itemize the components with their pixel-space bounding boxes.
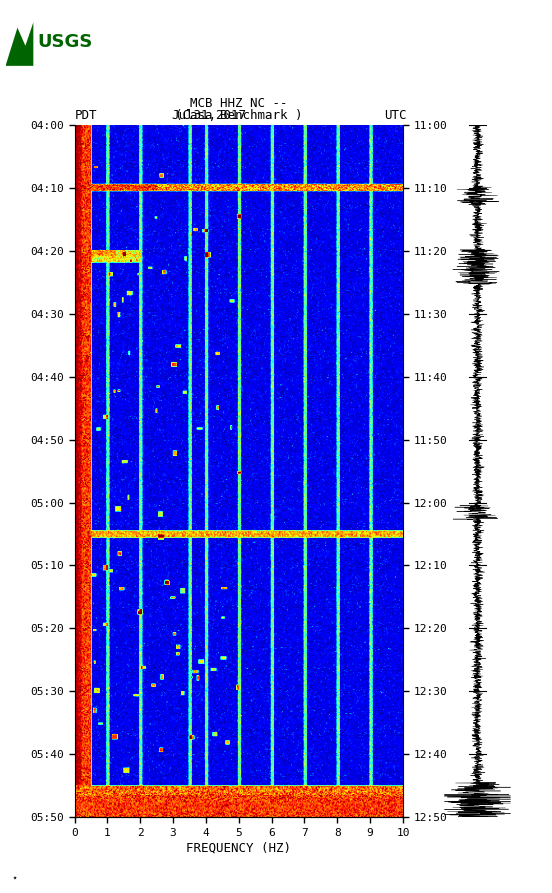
Text: $\star$: $\star$ — [11, 872, 18, 882]
Text: Jul31,2017: Jul31,2017 — [171, 109, 246, 122]
Text: USGS: USGS — [38, 33, 93, 52]
Text: UTC: UTC — [384, 109, 406, 122]
Polygon shape — [6, 22, 33, 66]
Text: MCB HHZ NC --: MCB HHZ NC -- — [190, 96, 288, 110]
Text: PDT: PDT — [75, 109, 97, 122]
Text: (Casa Benchmark ): (Casa Benchmark ) — [175, 109, 302, 122]
X-axis label: FREQUENCY (HZ): FREQUENCY (HZ) — [186, 842, 291, 855]
